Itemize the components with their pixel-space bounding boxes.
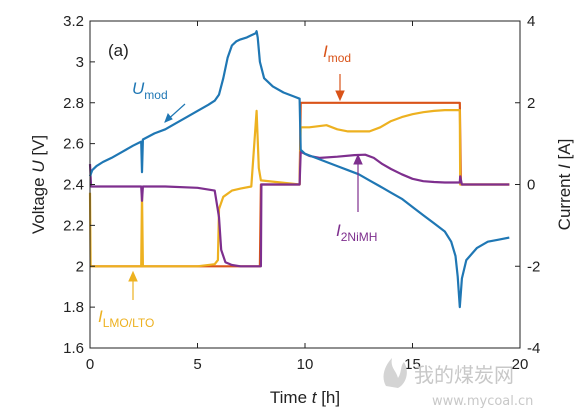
annotation-i-mod: Imod [323, 42, 351, 65]
y-right-tick-label: -2 [527, 258, 540, 275]
y-left-tick-label: 2.8 [63, 95, 84, 112]
x-tick-label: 20 [512, 356, 529, 373]
annotation-i-lmo-lto: ILMO/LTO [98, 307, 154, 330]
annotation-arrow-i-mod [335, 74, 345, 102]
annotation-u-mod: Umod [132, 79, 168, 102]
x-tick-label: 10 [297, 356, 314, 373]
y-left-tick-label: 1.8 [63, 299, 84, 316]
annotation-i-2nimh: I2NiMH [336, 221, 377, 244]
flame-logo [383, 358, 407, 388]
y-left-tick-label: 2 [76, 258, 84, 275]
plot-frame [89, 20, 521, 349]
annotation-arrow-u-mod [164, 103, 186, 123]
y-left-tick-label: 2.4 [63, 177, 84, 194]
y-left-tick-label: 3 [76, 54, 84, 71]
y-left-axis-label: Voltage U [V] [29, 135, 48, 234]
axis-layer: 0 5 10 15 20 1.6 1.8 2 2.2 2.4 2.6 2.8 3 3.2 -4 -2 0 2 4 Ti… [29, 13, 574, 407]
x-axis-label: Time t [h] [270, 388, 340, 407]
annotation-arrow-i-lmo-lto [128, 270, 138, 300]
y-right-tick-label: -4 [527, 340, 540, 357]
y-left-tick-label: 3.2 [63, 13, 84, 30]
x-tick-label: 15 [404, 356, 421, 373]
series-line-u-mod [88, 30, 510, 309]
y-right-tick-label: 4 [527, 13, 535, 30]
annotation-arrow-i-2nimh [353, 153, 363, 212]
y-right-tick-label: 0 [527, 177, 535, 194]
x-tick-label: 0 [86, 356, 94, 373]
watermark: 我的煤炭网 www.mycoal.cn [383, 358, 533, 409]
y-left-tick-label: 2.6 [63, 136, 84, 153]
y-left-tick-label: 1.6 [63, 340, 84, 357]
y-left-tick-label: 2.2 [63, 217, 84, 234]
y-right-axis-label: Current I [A] [555, 139, 574, 231]
panel-label: (a) [108, 41, 129, 60]
x-tick-label: 5 [193, 356, 201, 373]
watermark-text: 我的煤炭网 [414, 363, 514, 387]
series-line-i-2nimh [88, 150, 510, 268]
plot-layer [88, 30, 510, 309]
watermark-url: www.mycoal.cn [432, 394, 533, 409]
y-right-tick-label: 2 [527, 95, 535, 112]
